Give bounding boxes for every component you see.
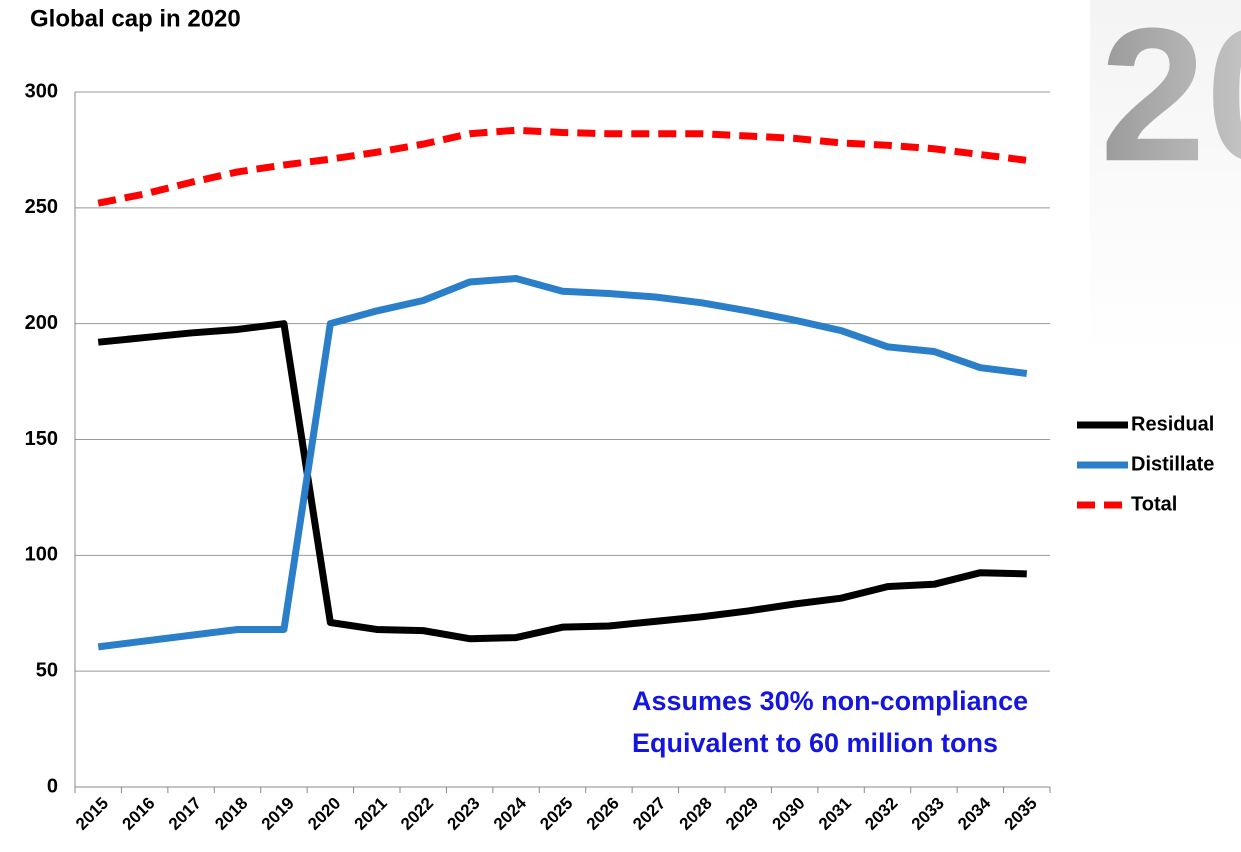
y-tick-label: 250 [25,196,58,218]
x-tick-label: 2025 [536,794,576,834]
x-tick-label: 2021 [351,794,391,834]
y-tick-label: 100 [25,544,58,566]
decoration-text: 20 [1100,0,1241,201]
x-tick-label: 2016 [118,794,158,834]
series-line [97,126,1028,207]
y-tick-label: 0 [47,775,58,797]
x-tick-label: 2028 [676,794,716,834]
x-tick-label: 2030 [768,794,808,834]
decoration-bg [1090,0,1241,355]
annotation: Assumes 30% non-compliance [632,686,1028,716]
x-tick-label: 2035 [1001,794,1041,834]
y-tick-label: 50 [36,659,58,681]
x-tick-label: 2033 [908,794,948,834]
series-line [97,274,1028,651]
series-line [97,320,1027,643]
x-tick-label: 2029 [722,794,762,834]
y-tick-label: 150 [25,428,58,450]
x-tick-label: 2019 [258,794,298,834]
x-tick-label: 2027 [629,794,669,834]
x-tick-label: 2026 [583,794,623,834]
y-tick-label: 200 [25,312,58,334]
annotation: Equivalent to 60 million tons [632,728,998,758]
legend-label: Distillate [1131,453,1214,475]
x-tick-label: 2017 [165,794,205,834]
x-tick-label: 2022 [397,794,437,834]
x-tick-label: 2015 [72,794,112,834]
chart-title: Global cap in 2020 [30,5,241,32]
x-tick-label: 2018 [211,794,251,834]
x-tick-label: 2034 [954,793,995,834]
x-tick-label: 2024 [490,793,531,834]
legend-label: Residual [1131,413,1214,435]
decoration: 20 [1090,0,1241,355]
x-tick-label: 2023 [443,794,483,834]
x-tick-label: 2031 [815,794,855,834]
x-tick-label: 2032 [861,794,901,834]
legend-label: Total [1131,493,1177,515]
x-tick-label: 2020 [304,794,344,834]
y-tick-label: 300 [25,80,58,102]
